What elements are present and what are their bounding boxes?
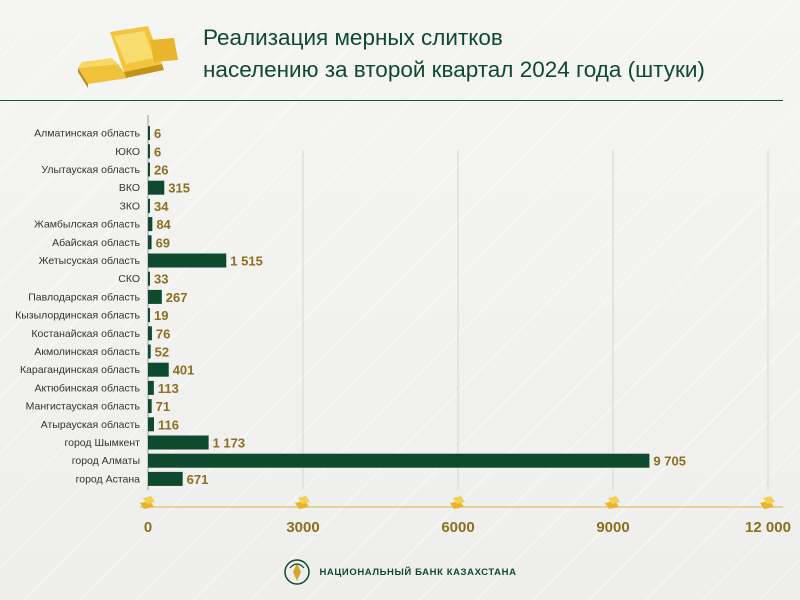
category-label: СКО: [118, 273, 140, 285]
category-label: Жетысуская область: [39, 255, 141, 267]
value-label: 267: [166, 290, 188, 305]
value-label: 401: [173, 363, 195, 378]
bar: [148, 180, 165, 195]
value-label: 34: [154, 199, 169, 214]
bar: [148, 308, 150, 323]
bar: [148, 399, 152, 414]
value-label: 113: [158, 381, 179, 396]
bar: [148, 453, 650, 468]
bar: [148, 417, 154, 432]
gold-bar-icon: [450, 496, 465, 509]
bar: [148, 217, 153, 232]
category-label: Акмолинская область: [34, 346, 140, 358]
category-label: Павлодарская область: [28, 291, 140, 303]
x-tick-label: 3000: [286, 519, 319, 536]
bar: [148, 289, 162, 304]
bar: [148, 253, 227, 268]
bar: [148, 326, 152, 341]
category-label: Мангистауская область: [26, 401, 141, 413]
category-label: Жамбылская область: [34, 219, 140, 231]
category-label: Улытауская область: [41, 164, 140, 176]
category-label: Алматинская область: [34, 128, 140, 140]
bar: [148, 344, 151, 359]
bar: [148, 471, 183, 486]
title-line-1: Реализация мерных слитков: [203, 25, 503, 50]
bar-chart: Алматинская область 6 ЮКО 6 Улытауская облас…: [15, 115, 791, 536]
x-tick-label: 12 000: [745, 519, 791, 536]
footer: НАЦИОНАЛЬНЫЙ БАНК КАЗАХСТАНА: [0, 558, 800, 586]
x-tick-label: 0: [144, 519, 152, 536]
category-label: ВКО: [119, 182, 140, 194]
national-bank-emblem-icon: [284, 559, 311, 585]
value-label: 1 515: [230, 254, 263, 269]
gold-bars-icon: [78, 26, 178, 88]
value-label: 9 705: [653, 454, 686, 469]
gold-bar-icon: [760, 496, 775, 509]
gold-bar-icon: [140, 496, 155, 509]
x-tick-label: 6000: [441, 519, 474, 536]
bank-name: НАЦИОНАЛЬНЫЙ БАНК КАЗАХСТАНА: [319, 566, 517, 578]
gold-bar-icon: [295, 496, 310, 509]
bar: [148, 380, 154, 395]
value-label: 52: [155, 345, 169, 360]
value-label: 69: [156, 235, 170, 250]
value-label: 84: [156, 217, 171, 232]
category-label: Карагандинская область: [20, 364, 141, 376]
value-label: 1 173: [213, 436, 246, 451]
gold-bar-icon: [605, 496, 620, 509]
header-divider: [0, 100, 783, 101]
category-label: ЗКО: [119, 200, 140, 212]
category-label: Актюбинская область: [35, 382, 141, 394]
value-label: 6: [154, 144, 161, 159]
bar: [148, 162, 150, 177]
value-label: 6: [154, 126, 161, 141]
chart-title: Реализация мерных слитков населению за в…: [203, 22, 783, 86]
bar: [148, 235, 152, 250]
value-label: 26: [154, 163, 168, 178]
category-label: город Астана: [76, 473, 141, 485]
bar: [148, 271, 150, 286]
bar: [148, 144, 150, 159]
bar: [148, 198, 150, 213]
value-label: 116: [158, 417, 179, 432]
x-tick-label: 9000: [596, 519, 629, 536]
category-label: город Шымкент: [65, 437, 141, 449]
bar: [148, 362, 169, 377]
value-label: 671: [187, 472, 209, 487]
title-line-2: населению за второй квартал 2024 года (ш…: [203, 57, 705, 82]
value-label: 315: [168, 181, 190, 196]
category-label: город Алматы: [72, 455, 140, 467]
category-label: Абайская область: [52, 237, 140, 249]
category-label: Атырауская область: [41, 419, 141, 431]
category-label: Костанайская область: [31, 328, 140, 340]
bar: [148, 126, 150, 141]
value-label: 33: [154, 272, 168, 287]
category-label: Кызылординская область: [15, 310, 140, 322]
bar: [148, 435, 209, 450]
value-label: 19: [154, 308, 168, 323]
value-label: 71: [156, 399, 170, 414]
value-label: 76: [156, 326, 170, 341]
category-label: ЮКО: [115, 146, 140, 158]
